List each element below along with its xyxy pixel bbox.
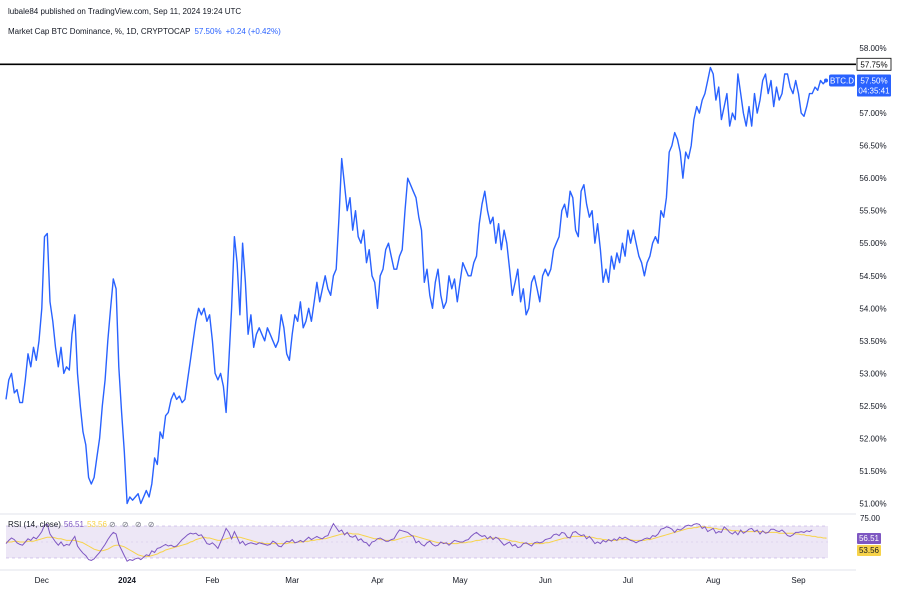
symbol-legend: Market Cap BTC Dominance, %, 1D, CRYPTOC… [8, 27, 281, 36]
rsi-tick-label: 75.00 [860, 514, 881, 523]
rsi-line [5, 522, 813, 562]
time-tick-label: Sep [791, 576, 806, 585]
status-icons: ⊘ ⊘ ⊘ ⊘ [108, 520, 157, 529]
hline-label: 57.75% [860, 60, 887, 69]
price-tick-label: 58.00% [859, 44, 886, 53]
rsi-value-label: 56.51 [859, 534, 880, 543]
price-tick-label: 51.00% [859, 499, 886, 508]
time-tick-label: Aug [706, 576, 720, 585]
price-tick-label: 55.50% [859, 207, 886, 216]
last-price-dot [824, 78, 828, 83]
price-tick-label: 57.00% [859, 109, 886, 118]
rsi-legend: RSI (14, close) 56.51 53.56 ⊘ ⊘ ⊘ ⊘ [8, 520, 156, 529]
price-tick-label: 56.00% [859, 174, 886, 183]
price-tick-label: 56.50% [859, 142, 886, 151]
price-tick-label: 52.00% [859, 434, 886, 443]
time-tick-label: Jun [539, 576, 552, 585]
symbol-tag: BTC.D [830, 77, 854, 86]
symbol-title: Market Cap BTC Dominance, %, 1D, CRYPTOC… [8, 27, 191, 36]
time-tick-label: 2024 [118, 576, 136, 585]
price-tick-label: 51.50% [859, 467, 886, 476]
time-tick-label: Jul [623, 576, 633, 585]
last-price-label: 57.50% [860, 77, 887, 86]
countdown-label: 04:35:41 [858, 87, 890, 96]
rsi-title: RSI (14, close) [8, 520, 61, 529]
rsi-value: 56.51 [63, 520, 84, 529]
btc-dominance-line [5, 66, 827, 505]
rsi-ma-line [6, 526, 827, 557]
hline-label-box [856, 57, 892, 71]
time-tick-label: Apr [371, 576, 384, 585]
rsi-value-box [857, 533, 881, 544]
price-tick-label: 55.00% [859, 239, 886, 248]
price-tick-label: 53.00% [859, 369, 886, 378]
time-tick-label: Feb [205, 576, 219, 585]
price-tick-label: 54.00% [859, 304, 886, 313]
rsi-ma-label: 53.56 [859, 546, 880, 555]
published-caption: lubale84 published on TradingView.com, S… [8, 7, 242, 16]
price-change: +0.24 (+0.42%) [225, 27, 281, 36]
rsi-ma-box [857, 545, 881, 556]
time-tick-label: Dec [35, 576, 49, 585]
price-tick-label: 53.50% [859, 337, 886, 346]
time-tick-label: May [452, 576, 467, 585]
time-tick-label: Mar [285, 576, 299, 585]
symbol-tag-box [829, 74, 855, 87]
last-price: 57.50% [194, 27, 222, 36]
last-price-box [857, 74, 891, 97]
price-tick-label: 54.50% [859, 272, 886, 281]
rsi-ma-value: 53.56 [86, 520, 107, 529]
price-tick-label: 52.50% [859, 402, 886, 411]
